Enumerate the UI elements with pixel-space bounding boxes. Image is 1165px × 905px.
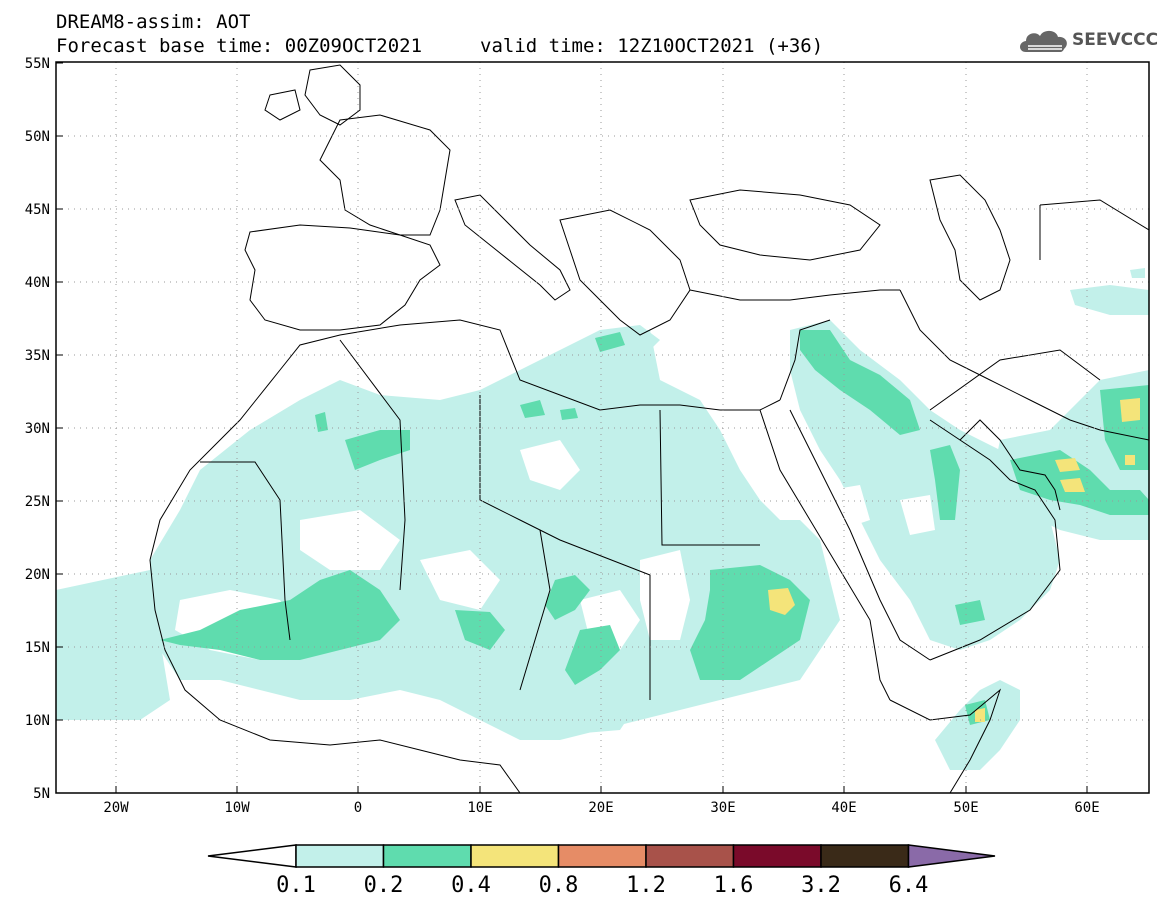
lat-label: 15N (25, 640, 50, 656)
colorbar-label: 0.4 (451, 873, 491, 898)
lon-label: 10W (224, 800, 250, 816)
colorbar-label: 1.6 (714, 873, 754, 898)
colorbar-label: 6.4 (889, 873, 929, 898)
coastlines-and-borders (149, 64, 1149, 793)
colorbar-swatch (820, 844, 910, 868)
colorbar-label: 1.2 (626, 873, 666, 898)
colorbar-swatch (382, 844, 472, 868)
lon-label: 20W (103, 800, 129, 816)
lon-label: 30E (710, 800, 735, 816)
logo-text: SEEVCCC (1072, 30, 1159, 50)
lat-label: 10N (25, 713, 50, 729)
lat-label: 5N (33, 786, 50, 802)
lon-label: 0 (354, 800, 362, 816)
cloud-logo-icon (1020, 30, 1067, 52)
axis-ticks (56, 62, 1088, 793)
forecast-base-time: Forecast base time: 00Z09OCT2021 (56, 35, 423, 57)
lon-label: 60E (1074, 800, 1099, 816)
colorbar-label: 3.2 (801, 873, 841, 898)
colorbar-swatch (295, 844, 385, 868)
latitude-labels: 55N 50N 45N 40N 35N 30N 25N 20N 15N 10N … (25, 56, 50, 802)
valid-time: valid time: 12Z10OCT2021 (+36) (480, 35, 824, 57)
aot-level-0.4 (768, 398, 1140, 722)
lat-label: 20N (25, 567, 50, 583)
colorbar-label: 0.2 (364, 873, 404, 898)
longitude-labels: 20W 10W 0 10E 20E 30E 40E 50E 60E (103, 800, 1099, 816)
colorbar-swatch (732, 844, 822, 868)
colorbar-high-arrow (907, 844, 996, 868)
lat-label: 40N (25, 275, 50, 291)
lat-label: 45N (25, 202, 50, 218)
colorbar-swatch (470, 844, 560, 868)
lat-label: 30N (25, 421, 50, 437)
colorbar-swatch (557, 844, 647, 868)
lat-label: 55N (25, 56, 50, 72)
lat-lon-grid (56, 62, 1149, 793)
lat-label: 25N (25, 494, 50, 510)
colorbar-label: 0.8 (539, 873, 579, 898)
colorbar-swatch (645, 844, 735, 868)
map-title: DREAM8-assim: AOT (56, 11, 251, 33)
lon-label: 20E (588, 800, 613, 816)
aot-field (56, 64, 1149, 793)
lon-label: 50E (953, 800, 978, 816)
colorbar-low-arrow (207, 844, 297, 868)
colorbar-labels: 0.1 0.2 0.4 0.8 1.2 1.6 3.2 6.4 (276, 873, 928, 898)
seevccc-logo: SEEVCCC (1018, 24, 1158, 58)
colorbar-label: 0.1 (276, 873, 316, 898)
lon-label: 10E (467, 800, 492, 816)
lon-label: 40E (831, 800, 856, 816)
lat-label: 35N (25, 348, 50, 364)
lat-label: 50N (25, 129, 50, 145)
colorbar (207, 844, 996, 868)
